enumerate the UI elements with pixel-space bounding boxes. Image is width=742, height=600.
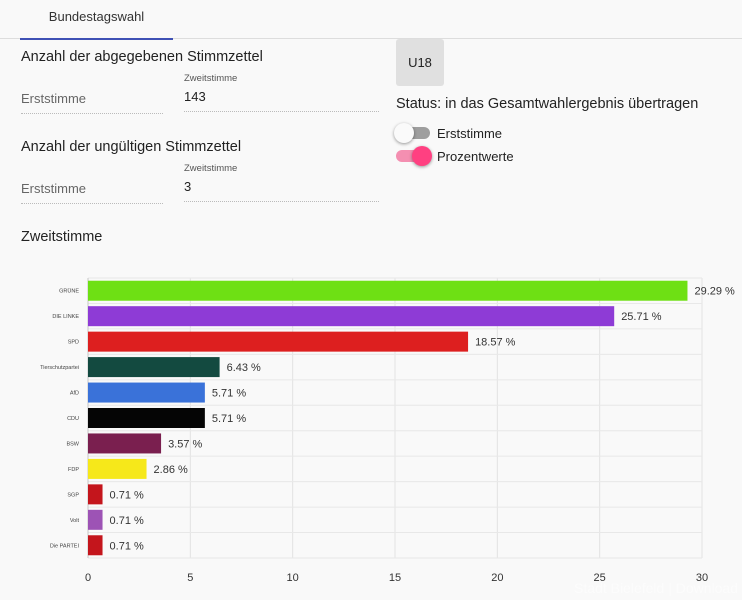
toggle-prozentwerte-knob[interactable] (412, 146, 432, 166)
x-tick-label: 20 (491, 572, 503, 584)
value-label: 3.57 % (168, 438, 202, 450)
zweitstimme-ungueltig-value: 3 (184, 179, 192, 194)
category-label: DIE LINKE (52, 314, 79, 320)
zweitstimme-abgegeben-label: Zweitstimme (184, 73, 238, 84)
zweitstimme-ungueltig-field[interactable]: Zweitstimme 3 (184, 163, 379, 202)
x-tick-label: 30 (696, 572, 708, 584)
value-label: 5.71 % (212, 388, 246, 400)
status-text: Status: in das Gesamtwahlergebnis übertr… (396, 96, 699, 112)
value-label: 0.71 % (110, 489, 144, 501)
category-label: GRÜNE (59, 288, 79, 295)
value-label: 0.71 % (110, 540, 144, 552)
zweitstimme-ungueltig-label: Zweitstimme (184, 163, 238, 174)
category-label: SGP (67, 492, 79, 498)
x-tick-label: 0 (85, 572, 91, 584)
zweitstimme-bar-chart: GRÜNE 29.29 % DIE LINKE 25.71 % SPD 18.57 % Ti… (40, 277, 735, 584)
erststimme-abgegeben-label: Erststimme (21, 91, 163, 114)
toggle-prozentwerte-label: Prozentwerte (437, 148, 514, 164)
tab-bundestagswahl[interactable]: Bundestagswahl (20, 0, 173, 40)
value-label: 25.71 % (621, 311, 662, 323)
chart-heading: Zweitstimme (21, 229, 103, 245)
bar-spd (88, 331, 469, 352)
category-label: Tierschutzpartei (40, 365, 79, 371)
tab-bar: Bundestagswahl (0, 0, 742, 40)
bar-bsw (88, 433, 162, 454)
toggle-erststimme-label: Erststimme (437, 125, 502, 141)
x-tick-label: 10 (287, 572, 299, 584)
category-label: FDP (68, 467, 79, 473)
category-label: Volt (70, 518, 80, 524)
value-label: 2.86 % (154, 464, 188, 476)
bar-grüne (88, 280, 688, 301)
u18-button[interactable]: U18 (396, 39, 444, 86)
watermark: Stadt Bielefeld | Download (574, 580, 738, 596)
bar-afd (88, 382, 205, 403)
bar-die-linke (88, 306, 615, 327)
value-label: 18.57 % (475, 337, 516, 349)
value-label: 0.71 % (110, 515, 144, 527)
x-tick-label: 5 (187, 572, 193, 584)
category-label: AfD (70, 391, 79, 397)
x-tick-label: 25 (594, 572, 606, 584)
x-tick-label: 15 (389, 572, 401, 584)
value-label: 6.43 % (227, 362, 261, 374)
category-label: BSW (66, 441, 79, 447)
zweitstimme-abgegeben-field[interactable]: Zweitstimme 143 (184, 73, 379, 112)
erststimme-ungueltig-label: Erststimme (21, 181, 163, 204)
bar-fdp (88, 458, 147, 479)
zweitstimme-abgegeben-value: 143 (184, 89, 206, 104)
bar-cdu (88, 408, 205, 428)
category-label: CDU (67, 416, 79, 422)
toggle-erststimme-track[interactable] (394, 123, 430, 143)
ungueltige-stimmzettel-title: Anzahl der ungültigen Stimmzettel (21, 139, 242, 155)
bar-die-partei (88, 535, 103, 556)
toggle-erststimme-knob[interactable] (394, 123, 414, 143)
value-label: 5.71 % (212, 413, 246, 425)
abgegebene-stimmzettel-title: Anzahl der abgegebenen Stimmzettel (21, 49, 263, 65)
bar-volt (88, 509, 103, 530)
bar-sgp (88, 484, 103, 505)
toggle-prozentwerte-track[interactable] (396, 146, 432, 166)
toggle-prozentwerte[interactable]: Prozentwerte (396, 146, 514, 166)
category-label: SPD (68, 340, 79, 346)
value-label: 29.29 % (694, 286, 735, 298)
category-label: Die PARTEI (50, 543, 80, 549)
toggle-erststimme[interactable]: Erststimme (394, 123, 502, 143)
bar-tierschutzpartei (88, 357, 220, 378)
